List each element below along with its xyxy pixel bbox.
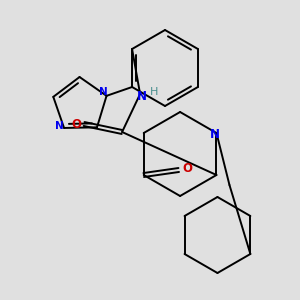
Text: N: N xyxy=(137,89,147,103)
Text: N: N xyxy=(55,121,63,131)
Text: O: O xyxy=(183,163,193,176)
Text: N: N xyxy=(99,87,108,97)
Text: O: O xyxy=(71,118,81,130)
Text: N: N xyxy=(209,128,220,142)
Text: H: H xyxy=(150,87,158,97)
